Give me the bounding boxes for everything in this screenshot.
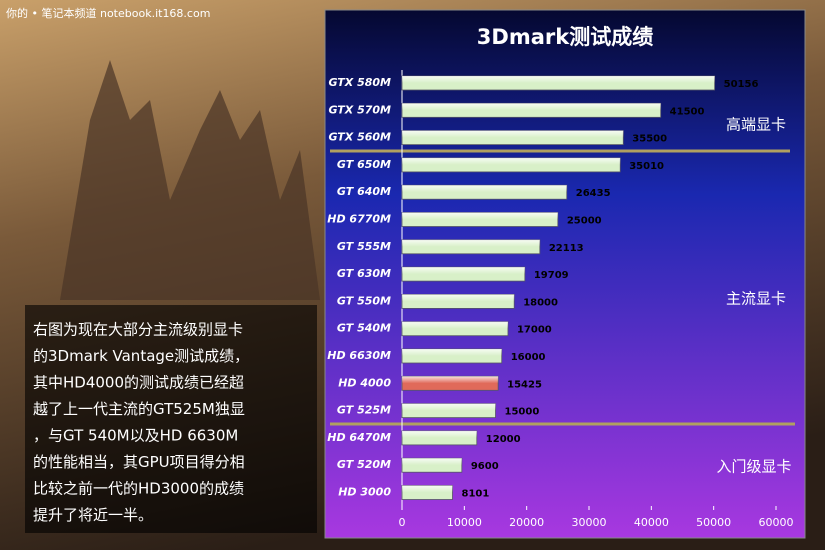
y-tick-label: GT 520M bbox=[337, 458, 391, 471]
value-label: 9600 bbox=[471, 461, 499, 472]
value-label: 17000 bbox=[517, 325, 552, 336]
x-tick-label: 40000 bbox=[634, 516, 669, 529]
y-tick-label: GT 540M bbox=[337, 322, 391, 335]
value-label: 41500 bbox=[670, 106, 705, 117]
x-tick-label: 10000 bbox=[447, 516, 482, 529]
value-label: 18000 bbox=[523, 297, 558, 308]
bar-shine bbox=[402, 130, 624, 138]
y-tick-label: HD 6770M bbox=[327, 213, 391, 226]
description-line: 其中HD4000的测试成绩已经超 bbox=[33, 374, 244, 392]
y-tick-label: HD 3000 bbox=[338, 486, 391, 499]
y-tick-label: HD 4000 bbox=[338, 376, 391, 389]
value-label: 16000 bbox=[511, 352, 546, 363]
y-tick-label: HD 6470M bbox=[327, 431, 391, 444]
group-label: 入门级显卡 bbox=[716, 458, 791, 476]
value-label: 22113 bbox=[549, 243, 584, 254]
bar-shine bbox=[402, 376, 499, 384]
bar-shine bbox=[402, 239, 540, 247]
y-tick-label: GT 650M bbox=[337, 158, 391, 171]
bar-shine bbox=[402, 76, 715, 83]
description-line: 越了上一代主流的GT525M独显 bbox=[33, 400, 245, 418]
y-tick-label: GT 525M bbox=[337, 404, 391, 417]
value-label: 50156 bbox=[724, 79, 759, 90]
description-line: 比较之前一代的HD3000的成绩 bbox=[33, 480, 244, 498]
x-tick-label: 20000 bbox=[509, 516, 544, 529]
bar-shine bbox=[402, 103, 661, 111]
value-label: 19709 bbox=[534, 270, 569, 281]
value-label: 26435 bbox=[576, 188, 611, 199]
description-box bbox=[25, 305, 317, 533]
value-label: 12000 bbox=[486, 434, 521, 445]
value-label: 35500 bbox=[632, 134, 667, 145]
y-tick-label: HD 6630M bbox=[327, 349, 391, 362]
y-tick-label: GTX 580M bbox=[328, 76, 391, 89]
bar-shine bbox=[402, 458, 462, 466]
group-label: 高端显卡 bbox=[726, 116, 786, 134]
bar-shine bbox=[402, 349, 502, 356]
bar-shine bbox=[402, 157, 621, 165]
bar-shine bbox=[402, 485, 453, 493]
y-tick-label: GTX 570M bbox=[328, 103, 391, 116]
y-tick-label: GT 630M bbox=[337, 267, 391, 280]
chart-title: 3Dmark测试成绩 bbox=[477, 25, 653, 49]
bar-shine bbox=[402, 294, 515, 302]
description-line: 右图为现在大部分主流级别显卡 bbox=[33, 321, 243, 339]
bar-shine bbox=[402, 267, 525, 275]
bar-shine bbox=[402, 403, 496, 411]
value-label: 25000 bbox=[567, 216, 602, 227]
y-tick-label: GT 550M bbox=[337, 294, 391, 307]
x-tick-label: 50000 bbox=[696, 516, 731, 529]
description-line: 的3Dmark Vantage测试成绩， bbox=[33, 347, 249, 365]
value-label: 8101 bbox=[461, 489, 489, 500]
x-tick-label: 30000 bbox=[572, 516, 607, 529]
watermark: 你的 • 笔记本频道 notebook.it168.com bbox=[6, 6, 210, 20]
y-tick-label: GT 640M bbox=[337, 185, 391, 198]
description-line: 提升了将近一半。 bbox=[33, 506, 153, 524]
y-tick-label: GTX 560M bbox=[328, 131, 391, 144]
description-line: 的性能相当，其GPU项目得分相 bbox=[33, 453, 245, 471]
bar-shine bbox=[402, 185, 567, 193]
description-line: ，与GT 540M以及HD 6630M bbox=[33, 427, 238, 445]
x-tick-label: 0 bbox=[399, 516, 406, 529]
value-label: 15000 bbox=[505, 407, 540, 418]
value-label: 15425 bbox=[507, 379, 542, 390]
bar-shine bbox=[402, 430, 477, 438]
bar-shine bbox=[402, 321, 508, 329]
bar-shine bbox=[402, 212, 558, 220]
castle-silhouette bbox=[60, 60, 320, 300]
value-label: 35010 bbox=[629, 161, 664, 172]
x-tick-label: 60000 bbox=[759, 516, 794, 529]
group-label: 主流显卡 bbox=[726, 290, 786, 308]
y-tick-label: GT 555M bbox=[337, 240, 391, 253]
